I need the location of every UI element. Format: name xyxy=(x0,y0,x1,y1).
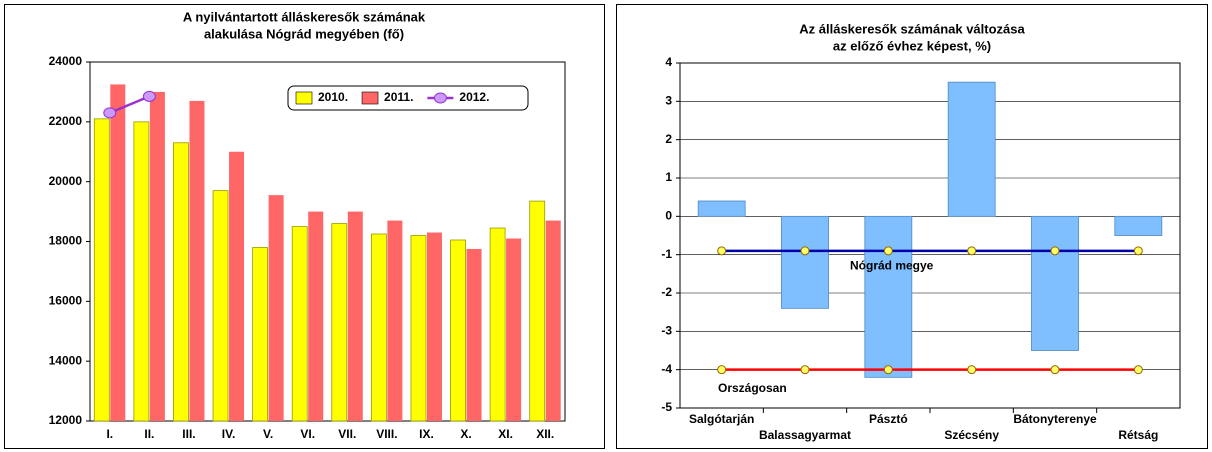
marker xyxy=(883,246,893,256)
x-tick-label: Salgótarján xyxy=(689,412,754,426)
bar xyxy=(426,232,442,421)
x-tick-label: X. xyxy=(460,427,471,441)
marker xyxy=(967,246,977,256)
bar xyxy=(110,84,126,421)
legend-box xyxy=(287,85,529,111)
bar xyxy=(252,247,269,422)
legend-swatch xyxy=(295,91,313,105)
y-tick-label: 22000 xyxy=(49,114,83,128)
x-tick-label: VIII. xyxy=(376,427,397,441)
chart-title: az előző évhez képest, %) xyxy=(833,38,991,53)
bar xyxy=(268,195,284,421)
x-tick-label: Szécsény xyxy=(944,428,999,442)
bar xyxy=(529,200,546,422)
x-tick-label: Rétság xyxy=(1118,428,1158,442)
x-tick-label: IX. xyxy=(419,427,434,441)
bar xyxy=(133,121,150,422)
y-tick-label: 12000 xyxy=(49,413,83,427)
bar xyxy=(450,239,466,422)
bar xyxy=(947,81,996,217)
bar xyxy=(370,233,387,422)
legend-swatch xyxy=(361,91,379,105)
marker xyxy=(717,365,727,375)
bar xyxy=(308,211,324,421)
legend-label: 2010. xyxy=(318,90,348,104)
line-label: Nógrád megye xyxy=(850,258,934,272)
x-tick-label: I. xyxy=(106,427,113,441)
marker xyxy=(967,365,977,375)
y-tick-label: 4 xyxy=(665,55,672,69)
y-tick-label: -3 xyxy=(661,324,672,338)
y-tick-label: -2 xyxy=(661,285,672,299)
marker xyxy=(717,246,727,256)
y-tick-label: 2 xyxy=(665,132,672,146)
bar xyxy=(331,223,348,422)
y-tick-label: 14000 xyxy=(49,353,83,367)
y-tick-label: -4 xyxy=(661,362,672,376)
line-label: Országosan xyxy=(718,381,787,395)
x-tick-label: XI. xyxy=(498,427,513,441)
x-tick-label: XII. xyxy=(536,427,554,441)
x-tick-label: II. xyxy=(144,427,154,441)
x-tick-label: V. xyxy=(263,427,273,441)
bar xyxy=(697,200,746,217)
x-tick-label: IV. xyxy=(222,427,236,441)
chart-title: A nyilvántartott álláskeresők számának xyxy=(183,9,426,24)
legend-label: 2012. xyxy=(459,90,489,104)
bar xyxy=(864,215,913,378)
chart-title: alakulása Nógrád megyében (fő) xyxy=(204,26,404,41)
bar xyxy=(149,91,165,422)
y-tick-label: 0 xyxy=(665,209,672,223)
bar xyxy=(229,151,245,421)
y-tick-label: 16000 xyxy=(49,294,83,308)
x-tick-label: VI. xyxy=(300,427,315,441)
bar xyxy=(347,211,363,421)
bar xyxy=(489,227,506,422)
bar xyxy=(291,226,308,422)
y-tick-label: -1 xyxy=(661,247,672,261)
bar xyxy=(1114,215,1163,236)
marker xyxy=(1050,246,1060,256)
legend-label: 2011. xyxy=(384,90,413,104)
x-tick-label: Bátonyterenye xyxy=(1013,412,1097,426)
x-tick-label: Balassagyarmat xyxy=(759,428,851,442)
y-tick-label: 1 xyxy=(665,170,672,184)
y-tick-label: -5 xyxy=(661,400,672,414)
bar xyxy=(212,190,229,422)
bar xyxy=(506,238,522,421)
bar xyxy=(410,235,427,422)
bar xyxy=(189,100,205,422)
y-tick-label: 20000 xyxy=(49,174,83,188)
marker xyxy=(1050,365,1060,375)
bar xyxy=(781,215,829,309)
marker xyxy=(103,107,117,119)
marker xyxy=(142,90,156,102)
x-tick-label: III. xyxy=(182,427,195,441)
bar xyxy=(93,118,110,422)
x-tick-label: VII. xyxy=(338,427,356,441)
y-tick-label: 3 xyxy=(665,94,672,108)
legend-marker xyxy=(433,92,447,104)
marker xyxy=(800,365,810,375)
line xyxy=(109,95,150,115)
marker xyxy=(800,246,810,256)
x-tick-label: Pásztó xyxy=(869,412,908,426)
bar xyxy=(545,220,561,421)
marker xyxy=(883,365,893,375)
bar xyxy=(1031,215,1079,351)
y-tick-label: 18000 xyxy=(49,234,83,248)
marker xyxy=(1133,365,1143,375)
bar xyxy=(466,248,482,421)
chart-title: Az álláskeresők számának változása xyxy=(799,21,1025,36)
marker xyxy=(1133,246,1143,256)
bar xyxy=(173,142,189,422)
y-tick-label: 24000 xyxy=(49,54,83,68)
bar xyxy=(387,220,403,421)
